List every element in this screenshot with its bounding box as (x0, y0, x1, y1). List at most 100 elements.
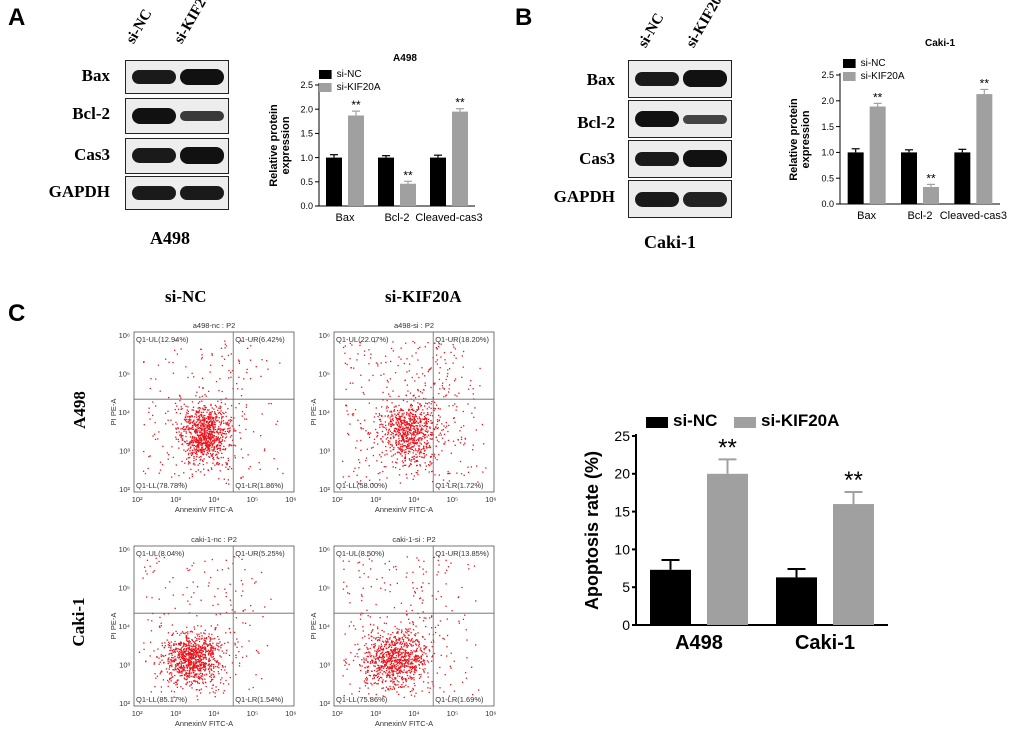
flow-event (189, 418, 191, 420)
flow-event (423, 425, 425, 428)
flow-event (160, 622, 162, 624)
flow-event (235, 590, 237, 592)
flow-event (401, 448, 403, 451)
flow-event (359, 480, 362, 482)
flow-event (370, 655, 372, 658)
flow-event (402, 648, 404, 650)
flow-event (385, 664, 388, 666)
flow-event (400, 425, 403, 427)
y-tick-label: 10⁶ (319, 331, 330, 340)
flow-event (391, 677, 393, 679)
flow-event (218, 478, 220, 480)
y-tick-label: 10³ (319, 446, 330, 455)
flow-event (193, 661, 195, 663)
flow-event (390, 434, 392, 436)
flow-event (390, 659, 392, 661)
flow-event (431, 595, 434, 597)
flow-event (413, 442, 415, 445)
flow-event (183, 449, 185, 451)
flow-event (394, 678, 396, 680)
flow-event (156, 655, 158, 658)
y-tick-label: 0.0 (300, 201, 313, 211)
flow-event (225, 436, 228, 438)
flow-event (214, 423, 216, 426)
flow-event (387, 674, 390, 676)
flow-event (193, 665, 195, 667)
flow-event (160, 671, 162, 673)
flow-event (205, 446, 207, 448)
flow-event (404, 661, 407, 663)
flow-event (194, 654, 197, 656)
flow-event (192, 445, 194, 447)
flow-event (345, 404, 347, 406)
flow-dots (142, 340, 284, 485)
y-tick-label: 10³ (319, 660, 330, 669)
flow-event (169, 672, 172, 674)
flow-event (372, 446, 374, 449)
blot-a-strip-bax (125, 60, 229, 94)
flow-event (416, 557, 418, 559)
flow-event (195, 448, 198, 451)
flow-event (384, 433, 387, 435)
flow-event (424, 663, 426, 666)
flow-event (205, 427, 207, 429)
flow-event (405, 437, 407, 439)
flow-event (173, 696, 175, 698)
significance-mark: ** (926, 171, 936, 185)
flow-event (208, 417, 210, 419)
flow-event (400, 670, 403, 672)
flow-event (406, 431, 409, 434)
flow-event (375, 428, 377, 431)
flow-event (204, 657, 206, 659)
flow-event (344, 633, 346, 635)
blot-band (180, 69, 224, 85)
flow-event (203, 666, 206, 668)
flow-event (178, 652, 180, 654)
flow-event (390, 654, 392, 657)
flow-event (367, 666, 369, 669)
flow-event (199, 419, 201, 421)
x-category-label: A498 (675, 632, 723, 654)
flow-event (444, 395, 447, 397)
flow-event (180, 436, 182, 438)
flow-event (391, 671, 393, 673)
flow-event (385, 672, 387, 674)
x-tick-label: 10⁵ (247, 495, 258, 504)
flow-event (408, 458, 411, 460)
flow-event (221, 364, 224, 367)
flow-event (180, 654, 183, 656)
flow-event (403, 655, 406, 657)
flow-event (192, 654, 195, 657)
flow-event (392, 350, 395, 352)
flow-event (447, 430, 449, 433)
flow-event (384, 589, 386, 591)
flow-event (399, 642, 401, 644)
flow-event (378, 665, 380, 667)
chart-title: A498 (393, 53, 417, 64)
x-category-label: Caki-1 (795, 632, 855, 654)
flow-event (398, 651, 400, 653)
flow-event (183, 472, 185, 474)
flow-event (366, 678, 369, 680)
flow-event (418, 559, 420, 561)
flow-event (190, 642, 192, 645)
flow-event (387, 431, 389, 433)
flow-event (185, 428, 187, 430)
flow-event (183, 644, 185, 646)
bar-caki1-protein-si-NC-Cleaved-cas3 (954, 152, 971, 204)
blot-a-label-bax: Bax (81, 66, 110, 85)
flow-event (405, 448, 407, 451)
flow-event (225, 415, 227, 418)
flow-event (405, 427, 407, 429)
flow-event (375, 657, 377, 660)
flow-event (208, 582, 210, 584)
flow-event (212, 658, 214, 661)
flow-event (180, 661, 183, 663)
flow-event (215, 414, 218, 416)
flow-event (411, 645, 413, 647)
flow-event (184, 678, 186, 680)
flow-event (201, 415, 203, 417)
flow-event (395, 421, 397, 423)
flow-event (420, 430, 422, 432)
flow-event (202, 433, 204, 435)
